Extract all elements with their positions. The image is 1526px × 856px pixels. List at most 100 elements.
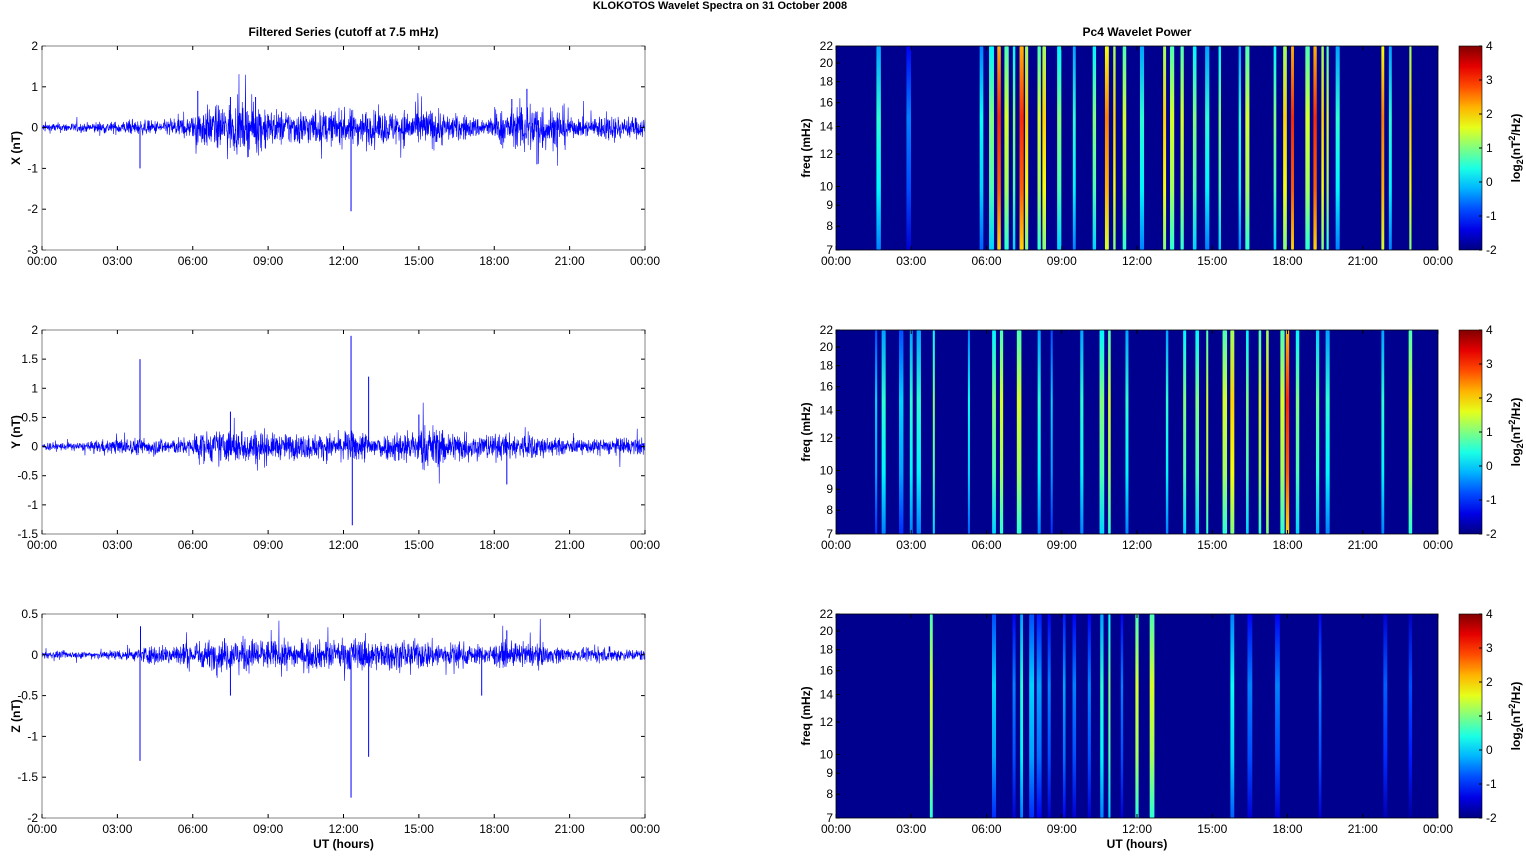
x-tick-label: 03:00	[102, 254, 132, 268]
x-tick-label: 06:00	[178, 822, 208, 836]
heatmap-background	[836, 330, 1438, 534]
wavelet-power-streak	[1072, 46, 1076, 250]
y-tick-label: 9	[826, 766, 833, 780]
x-tick-label: 12:00	[328, 538, 358, 552]
wavelet-power-streak	[1230, 614, 1235, 818]
y-tick-label: 14	[820, 404, 834, 418]
wavelet-power-streak	[1099, 330, 1105, 534]
wavelet-power-streak	[992, 614, 997, 818]
wavelet-power-streak	[1122, 46, 1127, 250]
x-tick-label: 09:00	[1047, 822, 1077, 836]
wavelet-power-streak	[997, 46, 1001, 250]
wavelet-power-streak	[1072, 614, 1077, 818]
x-tick-label: 00:00	[27, 822, 57, 836]
wavelet-power-streak	[1125, 330, 1129, 534]
panel-heatmap-z: 78910121416182022-2-101234log2(nT2/Hz)00…	[799, 607, 1525, 851]
colorbar-tick-label: -1	[1486, 493, 1497, 507]
wavelet-power-streak	[1315, 330, 1320, 534]
colorbar-tick-label: 4	[1486, 323, 1493, 337]
wavelet-power-streak	[1120, 614, 1124, 818]
x-tick-label: 21:00	[555, 538, 585, 552]
y-tick-label: -0.5	[17, 689, 38, 703]
wavelet-power-streak	[876, 46, 881, 250]
wavelet-power-streak	[1238, 46, 1242, 250]
wavelet-power-streak	[1291, 46, 1294, 250]
y-tick-label: 16	[820, 96, 834, 110]
colorbar-label: log2(nT2/Hz)	[1507, 114, 1525, 183]
colorbar-tick-label: 0	[1486, 175, 1493, 189]
x-tick-label: 15:00	[1197, 822, 1227, 836]
colorbar-tick-label: 1	[1486, 141, 1493, 155]
y-tick-label: 12	[820, 715, 834, 729]
wavelet-power-streak	[1170, 46, 1175, 250]
y-tick-label: 7	[826, 811, 833, 825]
wavelet-power-streak	[1037, 330, 1041, 534]
y-tick-label: 0	[31, 648, 38, 662]
x-tick-label: 18:00	[1272, 254, 1302, 268]
wavelet-power-streak	[881, 330, 886, 534]
wavelet-power-streak	[967, 330, 970, 534]
wavelet-power-streak	[1205, 46, 1210, 250]
y-tick-label: 10	[820, 179, 834, 193]
wavelet-power-streak	[1258, 330, 1262, 534]
colorbar-label: log2(nT2/Hz)	[1507, 682, 1525, 751]
colorbar-tick-label: 1	[1486, 425, 1493, 439]
wavelet-power-streak	[989, 46, 994, 250]
wavelet-power-streak	[1383, 614, 1388, 818]
wavelet-power-streak	[1050, 330, 1053, 534]
x-tick-label: 21:00	[1348, 254, 1378, 268]
wavelet-power-streak	[1326, 46, 1329, 250]
colorbar-tick-label: 1	[1486, 709, 1493, 723]
wavelet-power-streak	[1104, 46, 1109, 250]
wavelet-power-streak	[916, 330, 921, 534]
wavelet-power-streak	[1283, 46, 1287, 250]
y-axis-label: X (nT)	[9, 131, 23, 165]
y-axis-label: freq (mHz)	[799, 686, 813, 745]
wavelet-power-streak	[979, 46, 984, 250]
x-tick-label: 15:00	[1197, 538, 1227, 552]
y-tick-label: 0.5	[21, 410, 38, 424]
panel-heatmap-x: 78910121416182022-2-101234log2(nT2/Hz)00…	[799, 25, 1525, 268]
series-line	[41, 402, 646, 484]
wavelet-power-streak	[1192, 46, 1197, 250]
x-tick-label: 00:00	[630, 822, 660, 836]
x-tick-label: 03:00	[896, 254, 926, 268]
y-tick-label: 1	[31, 80, 38, 94]
x-tick-label: 12:00	[1122, 254, 1152, 268]
x-tick-label: 09:00	[1047, 538, 1077, 552]
wavelet-power-streak	[1285, 330, 1290, 534]
wavelet-power-streak	[1247, 614, 1253, 818]
wavelet-power-streak	[1087, 614, 1091, 818]
wavelet-power-streak	[1408, 614, 1413, 818]
y-tick-label: 18	[820, 643, 834, 657]
wavelet-power-streak	[1388, 46, 1392, 250]
wavelet-power-streak	[1004, 46, 1009, 250]
y-axis-label: freq (mHz)	[799, 402, 813, 461]
wavelet-power-streak	[909, 330, 913, 534]
wavelet-power-streak	[1246, 330, 1249, 534]
wavelet-power-streak	[1409, 46, 1412, 250]
colorbar	[1458, 613, 1483, 819]
x-tick-label: 00:00	[821, 538, 851, 552]
wavelet-power-streak	[1036, 614, 1042, 818]
y-tick-label: 22	[820, 39, 834, 53]
y-axis-label: Z (nT)	[9, 699, 23, 732]
wavelet-power-streak	[1183, 330, 1187, 534]
x-tick-label: 15:00	[1197, 254, 1227, 268]
x-tick-label: 15:00	[404, 822, 434, 836]
y-tick-label: 20	[820, 56, 834, 70]
colorbar-tick-label: 3	[1486, 73, 1493, 87]
wavelet-power-streak	[1100, 614, 1104, 818]
colorbar-tick-label: 3	[1486, 641, 1493, 655]
x-tick-label: 00:00	[1423, 538, 1453, 552]
y-tick-label: 7	[826, 243, 833, 257]
plot-area	[42, 46, 645, 250]
wavelet-power-streak	[1280, 330, 1285, 534]
x-tick-label: 03:00	[102, 538, 132, 552]
x-axis-label: UT (hours)	[313, 837, 374, 851]
wavelet-power-streak	[1029, 614, 1035, 818]
wavelet-power-streak	[1139, 46, 1145, 250]
colorbar	[1458, 45, 1483, 251]
wavelet-power-streak	[1206, 330, 1209, 534]
